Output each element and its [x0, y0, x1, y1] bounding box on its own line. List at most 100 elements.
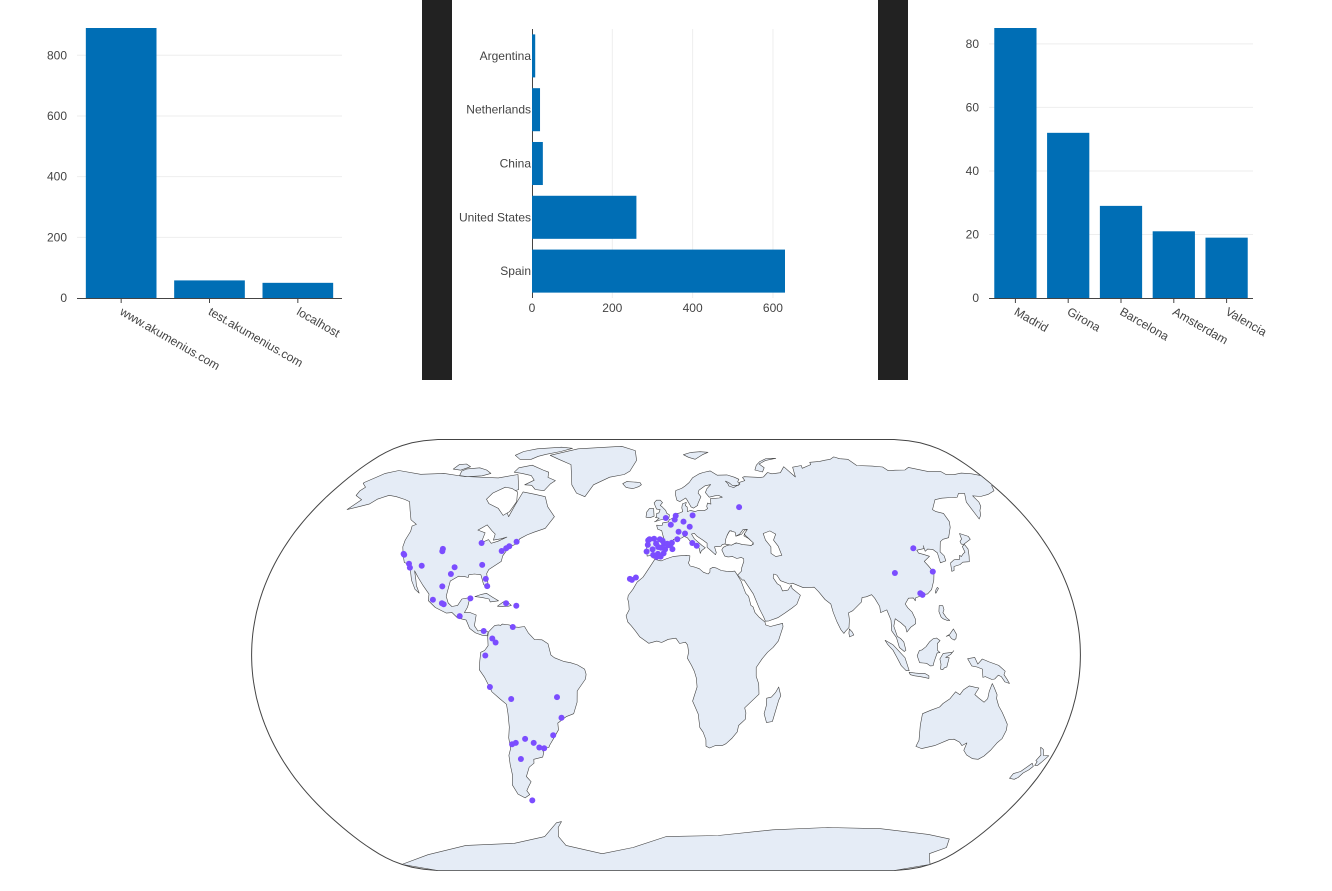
- world-map: [251, 439, 1081, 871]
- y-tick-label: China: [500, 157, 532, 171]
- map-point: [626, 575, 633, 582]
- bar: [532, 88, 541, 132]
- bar: [85, 28, 157, 298]
- map-point: [658, 544, 665, 551]
- x-tick-label: Madrid: [1012, 304, 1051, 334]
- world-map-panel: [0, 380, 1332, 886]
- bar: [532, 195, 637, 239]
- landmass-ireland: [645, 508, 655, 518]
- countries-bar-chart: 0 200 400 600 Argentina Netherlands China Unite…: [459, 29, 785, 315]
- bar: [174, 280, 245, 298]
- landmass-sumatra: [884, 640, 910, 671]
- landmass-taiwan: [935, 587, 939, 594]
- map-point: [401, 551, 408, 558]
- map-point: [522, 735, 529, 742]
- map-point: [667, 521, 674, 528]
- panel-separator: [878, 0, 908, 380]
- landmass-ellesmere: [515, 446, 573, 460]
- map-point: [680, 518, 687, 525]
- bar: [1205, 237, 1248, 298]
- water-great-lakes: [477, 524, 508, 544]
- landmass-victoria-island: [459, 467, 492, 477]
- landmass-antarctica: [401, 821, 950, 871]
- map-point: [439, 548, 446, 555]
- landmass-australia: [915, 683, 1008, 760]
- map-point: [674, 536, 681, 543]
- map-point: [480, 628, 487, 634]
- map-point: [512, 739, 519, 746]
- landmass-greenland: [549, 446, 637, 497]
- map-point: [632, 574, 639, 581]
- domains-bar-chart: 0200400600800www.akumenius.comtest.akume…: [47, 28, 343, 373]
- map-point: [657, 553, 664, 560]
- map-point: [536, 744, 543, 751]
- y-tick-label: 40: [966, 164, 980, 178]
- bar: [262, 282, 334, 298]
- map-point: [646, 536, 653, 543]
- water-black-sea: [724, 529, 754, 546]
- chart-countries: 0 200 400 600 Argentina Netherlands China Unite…: [452, 0, 878, 380]
- landmass-cuba: [474, 593, 499, 603]
- bar: [532, 249, 785, 293]
- y-tick-label: United States: [459, 210, 531, 224]
- map-point: [550, 732, 557, 739]
- water-hudson-bay: [486, 486, 518, 516]
- x-tick-label: localhost: [294, 304, 343, 340]
- map-point: [479, 561, 486, 568]
- globe-outline: [251, 439, 1081, 871]
- y-tick-label: 400: [47, 170, 67, 184]
- y-tick-label: 200: [47, 230, 67, 244]
- landmass-java: [908, 672, 930, 679]
- landmass-mindanao: [945, 628, 957, 641]
- map-point: [440, 601, 447, 608]
- water-caspian-sea: [762, 530, 783, 557]
- landmass-philippines: [938, 605, 950, 621]
- y-tick-label: 0: [60, 291, 67, 305]
- map-point: [456, 613, 463, 620]
- map-point: [418, 562, 425, 569]
- map-point: [664, 540, 671, 547]
- map-point: [503, 545, 510, 552]
- x-tick-label: 400: [683, 301, 703, 315]
- y-tick-label: 60: [966, 100, 980, 114]
- map-point: [689, 512, 696, 519]
- map-point: [498, 548, 505, 554]
- map-point: [513, 538, 520, 545]
- x-tick-label: Girona: [1065, 304, 1103, 334]
- map-point: [541, 745, 548, 752]
- map-point: [686, 523, 693, 530]
- map-point: [439, 583, 446, 590]
- map-point: [508, 696, 515, 702]
- bar: [532, 141, 543, 186]
- landmass-hokkaido: [959, 533, 971, 545]
- map-point: [486, 684, 493, 690]
- landmass-new-zealand-n: [1034, 746, 1050, 766]
- landmass-sri-lanka: [848, 628, 855, 638]
- chart-domains: 0 200 400 600 800 www.akumenius.com test.akume…: [0, 0, 422, 380]
- map-point: [671, 516, 678, 523]
- map-point: [503, 600, 510, 607]
- map-point: [478, 540, 485, 546]
- landmass-borneo: [916, 637, 941, 667]
- landmass-madagascar: [763, 686, 782, 723]
- map-point: [675, 528, 682, 535]
- y-tick-label: Netherlands: [466, 103, 531, 117]
- map-point: [643, 548, 650, 555]
- map-point: [529, 797, 536, 804]
- map-point: [489, 635, 496, 642]
- map-point: [484, 583, 491, 590]
- map-point: [693, 542, 700, 549]
- y-tick-label: Argentina: [480, 49, 532, 63]
- bar: [994, 28, 1037, 298]
- map-point: [467, 595, 474, 602]
- map-point: [513, 602, 520, 609]
- bar: [1047, 132, 1090, 298]
- landmass-new-guinea: [967, 657, 1010, 684]
- landmass-new-zealand-s: [1009, 762, 1034, 780]
- landmass-sulawesi: [939, 650, 955, 670]
- landmass-iceland: [622, 481, 642, 489]
- landmass-banks-island: [452, 463, 471, 471]
- map-point: [689, 540, 696, 546]
- map-point: [492, 639, 499, 646]
- landmass-baffin: [513, 464, 556, 491]
